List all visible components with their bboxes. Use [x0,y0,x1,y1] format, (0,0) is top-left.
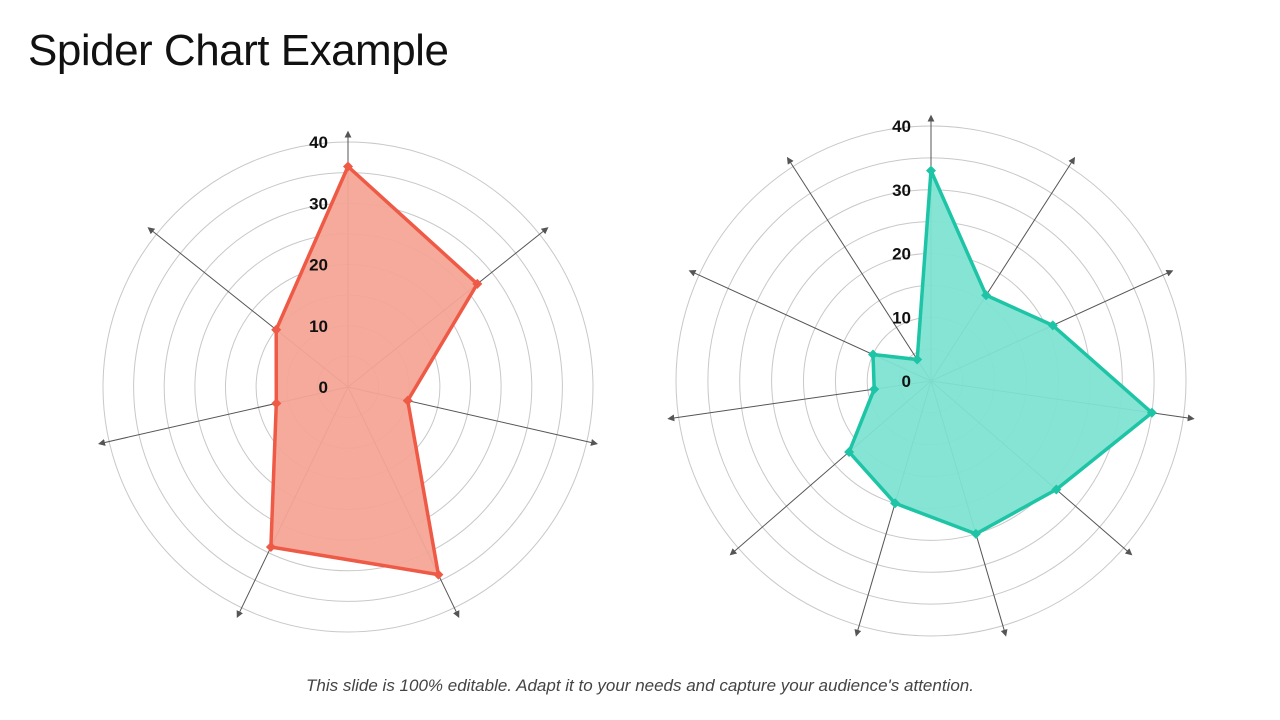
slide-title: Spider Chart Example [28,26,449,75]
data-point [970,528,981,539]
tick-label: 0 [902,372,911,391]
data-point [433,569,444,580]
radar-chart-left: 0 10 20 30 40 [98,130,598,633]
data-point [271,398,282,409]
data-point [343,161,353,172]
tick-label: 30 [892,181,911,200]
tick-label: 40 [309,133,328,152]
axis-line [786,156,932,382]
data-point [1051,484,1062,495]
tick-label: 40 [892,117,911,136]
data-point [868,349,878,360]
data-point [844,447,855,457]
data-point [1047,320,1058,331]
slide-footer-note: This slide is 100% editable. Adapt it to… [306,676,974,695]
data-point [926,165,936,176]
tick-label: 10 [892,308,911,327]
data-point [912,354,923,365]
series-area [847,168,1154,536]
tick-label: 20 [892,245,911,264]
tick-label: 10 [309,317,328,336]
data-point [981,290,992,301]
data-point [869,384,880,395]
tick-label: 20 [309,256,328,275]
data-point [402,395,413,406]
radar-chart-right: 0 10 20 30 40 [667,114,1195,637]
data-point [265,542,276,552]
series-area [269,164,480,577]
tick-label: 0 [319,378,328,397]
tick-label: 30 [309,194,328,213]
data-point [472,278,483,289]
data-point [1146,407,1157,418]
data-point [890,498,901,509]
data-point [271,324,282,335]
